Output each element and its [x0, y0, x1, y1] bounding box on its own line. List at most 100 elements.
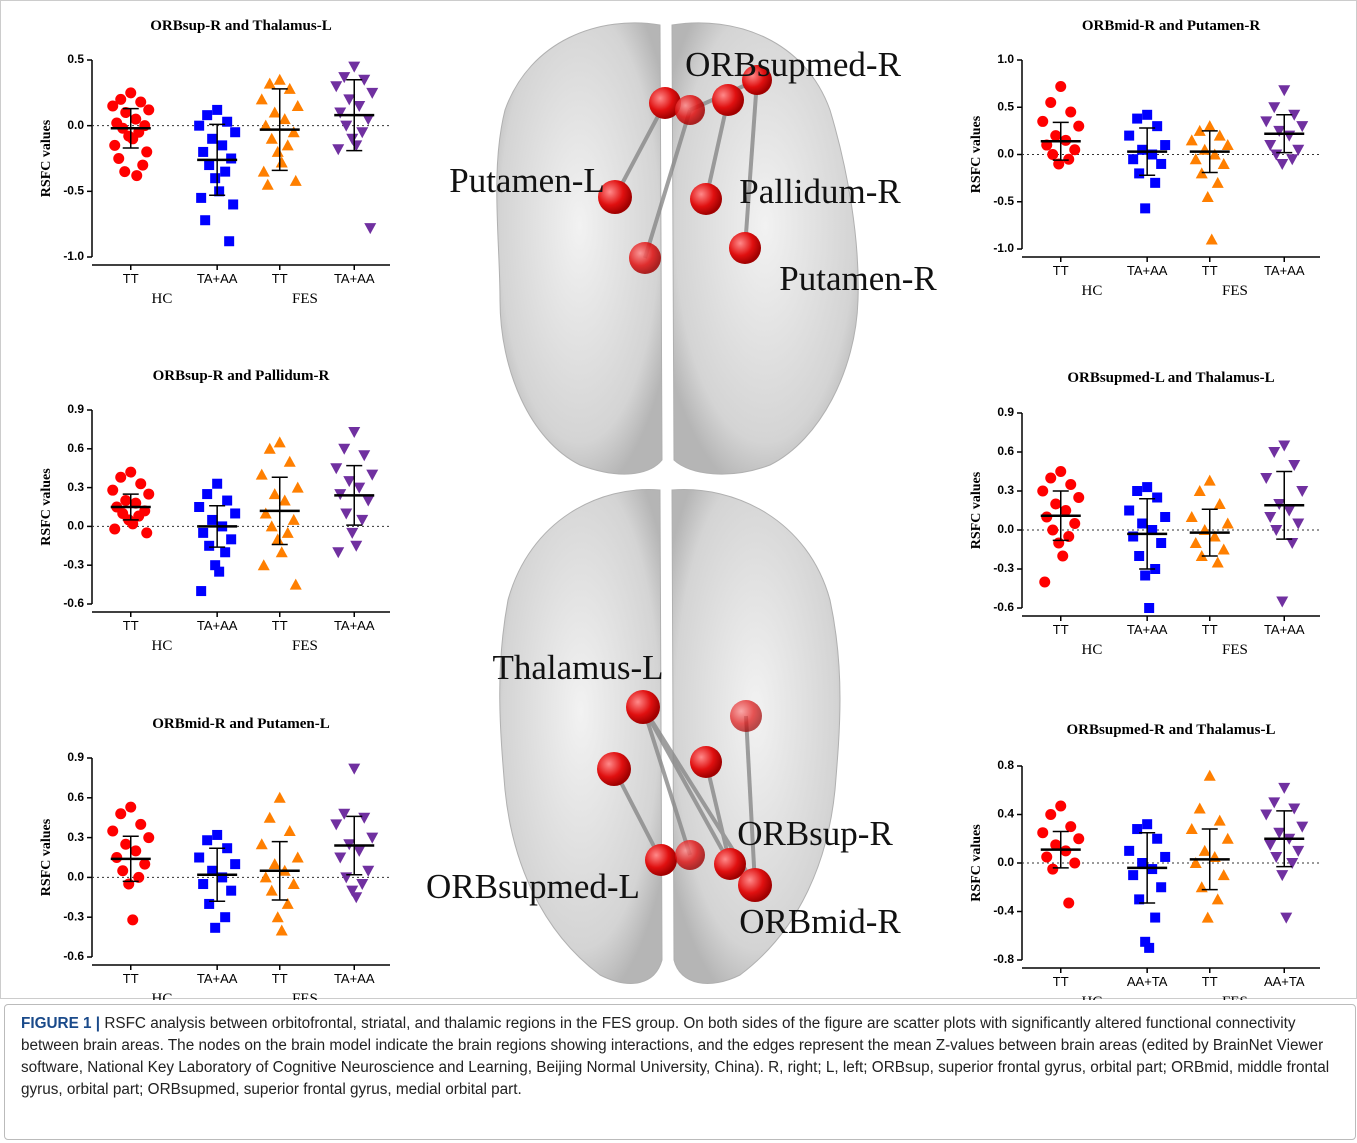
y-axis-label: RSFC values [39, 818, 54, 896]
y-axis-label: RSFC values [39, 119, 54, 197]
data-point [334, 853, 346, 864]
data-point [1124, 506, 1134, 516]
data-point [131, 170, 142, 181]
data-point [272, 533, 284, 544]
data-point [1053, 538, 1064, 549]
scatter-panel: ORBmid-R and Putamen-RRSFC values1.00.50… [969, 18, 1320, 299]
data-point [115, 808, 126, 819]
data-point [1264, 140, 1276, 151]
data-point [194, 121, 204, 131]
chart-title: ORBmid-R and Putamen-R [1082, 18, 1261, 34]
y-tick-label: -0.5 [993, 194, 1014, 208]
data-point [1260, 810, 1272, 821]
x-tick-label: AA+TA [1264, 974, 1305, 989]
data-point [1065, 821, 1076, 832]
data-point [274, 792, 286, 803]
y-tick-label: 0.9 [67, 402, 84, 416]
data-point [1292, 519, 1304, 530]
y-tick-label: -0.8 [993, 952, 1014, 966]
brain-label: ORBsup-R [737, 814, 893, 853]
x-tick-label: TA+AA [1264, 622, 1305, 637]
data-point [290, 579, 302, 590]
group-label: HC [1082, 283, 1103, 299]
data-point [1047, 149, 1058, 160]
data-point [1214, 815, 1226, 826]
data-point [1268, 447, 1280, 458]
data-point [292, 100, 304, 111]
y-tick-label: 0.9 [67, 750, 84, 764]
brain-label: Putamen-R [779, 259, 937, 298]
x-tick-label: TA+AA [1127, 622, 1168, 637]
scatter-panel: ORBsupmed-R and Thalamus-LRSFC values0.8… [969, 722, 1320, 1000]
data-point [274, 436, 286, 447]
data-point [1037, 827, 1048, 838]
data-point [338, 809, 350, 820]
data-point [1260, 473, 1272, 484]
data-point [1212, 177, 1224, 188]
data-point [1073, 121, 1084, 132]
x-tick-label: TT [1053, 622, 1069, 637]
data-point [258, 559, 270, 570]
chart-title: ORBmid-R and Putamen-L [152, 716, 330, 732]
data-point [1276, 597, 1288, 608]
x-tick-label: TA+AA [1264, 263, 1305, 278]
data-point [1218, 158, 1230, 169]
y-tick-label: -1.0 [993, 241, 1014, 255]
data-point [130, 114, 141, 125]
data-point [1204, 770, 1216, 781]
data-point [1069, 144, 1080, 155]
data-point [204, 541, 214, 551]
data-point [1199, 144, 1211, 155]
data-point [1296, 486, 1308, 497]
data-point [226, 886, 236, 896]
y-tick-label: 0.0 [67, 870, 84, 884]
data-point [1073, 492, 1084, 503]
caption: FIGURE 1 | RSFC analysis between orbitof… [4, 1004, 1356, 1140]
data-point [1276, 159, 1288, 170]
data-point [1041, 512, 1052, 523]
scatter-panel: ORBsup-R and Thalamus-LRSFC values0.50.0… [39, 18, 390, 307]
data-point [214, 567, 224, 577]
y-tick-label: 0.6 [997, 444, 1014, 458]
data-point [1140, 571, 1150, 581]
data-point [1202, 912, 1214, 923]
y-axis-label: RSFC values [969, 115, 984, 193]
data-point [1283, 506, 1295, 517]
data-point [276, 156, 288, 167]
data-point [1288, 460, 1300, 471]
data-point [1264, 512, 1276, 523]
data-point [1212, 557, 1224, 568]
data-point [1073, 833, 1084, 844]
y-tick-label: 0.3 [67, 830, 84, 844]
chart-title: ORBsupmed-L and Thalamus-L [1067, 370, 1274, 386]
y-tick-label: 1.0 [997, 52, 1014, 66]
data-point [196, 193, 206, 203]
y-tick-label: 0.3 [997, 483, 1014, 497]
data-point [207, 134, 217, 144]
data-point [196, 586, 206, 596]
data-point [338, 444, 350, 455]
data-point [1283, 131, 1295, 142]
brain-label: Putamen-L [449, 161, 605, 200]
data-point [358, 450, 370, 461]
data-point [228, 199, 238, 209]
data-point [1270, 852, 1282, 863]
data-point [1186, 823, 1198, 834]
scatter-panel: ORBmid-R and Putamen-LRSFC values0.90.60… [39, 716, 390, 1000]
data-point [202, 835, 212, 845]
group-label: HC [152, 291, 173, 307]
data-point [202, 489, 212, 499]
data-point [264, 443, 276, 454]
data-point [1142, 110, 1152, 120]
data-point [350, 541, 362, 552]
x-tick-label: TA+AA [197, 271, 238, 286]
data-point [1273, 828, 1285, 839]
data-point [1204, 475, 1216, 486]
y-tick-label: 0.4 [997, 807, 1014, 821]
data-point [117, 865, 128, 876]
data-point [1128, 870, 1138, 880]
data-point [1055, 466, 1066, 477]
x-tick-label: TT [123, 618, 139, 633]
data-point [1156, 538, 1166, 548]
data-point [226, 154, 236, 164]
